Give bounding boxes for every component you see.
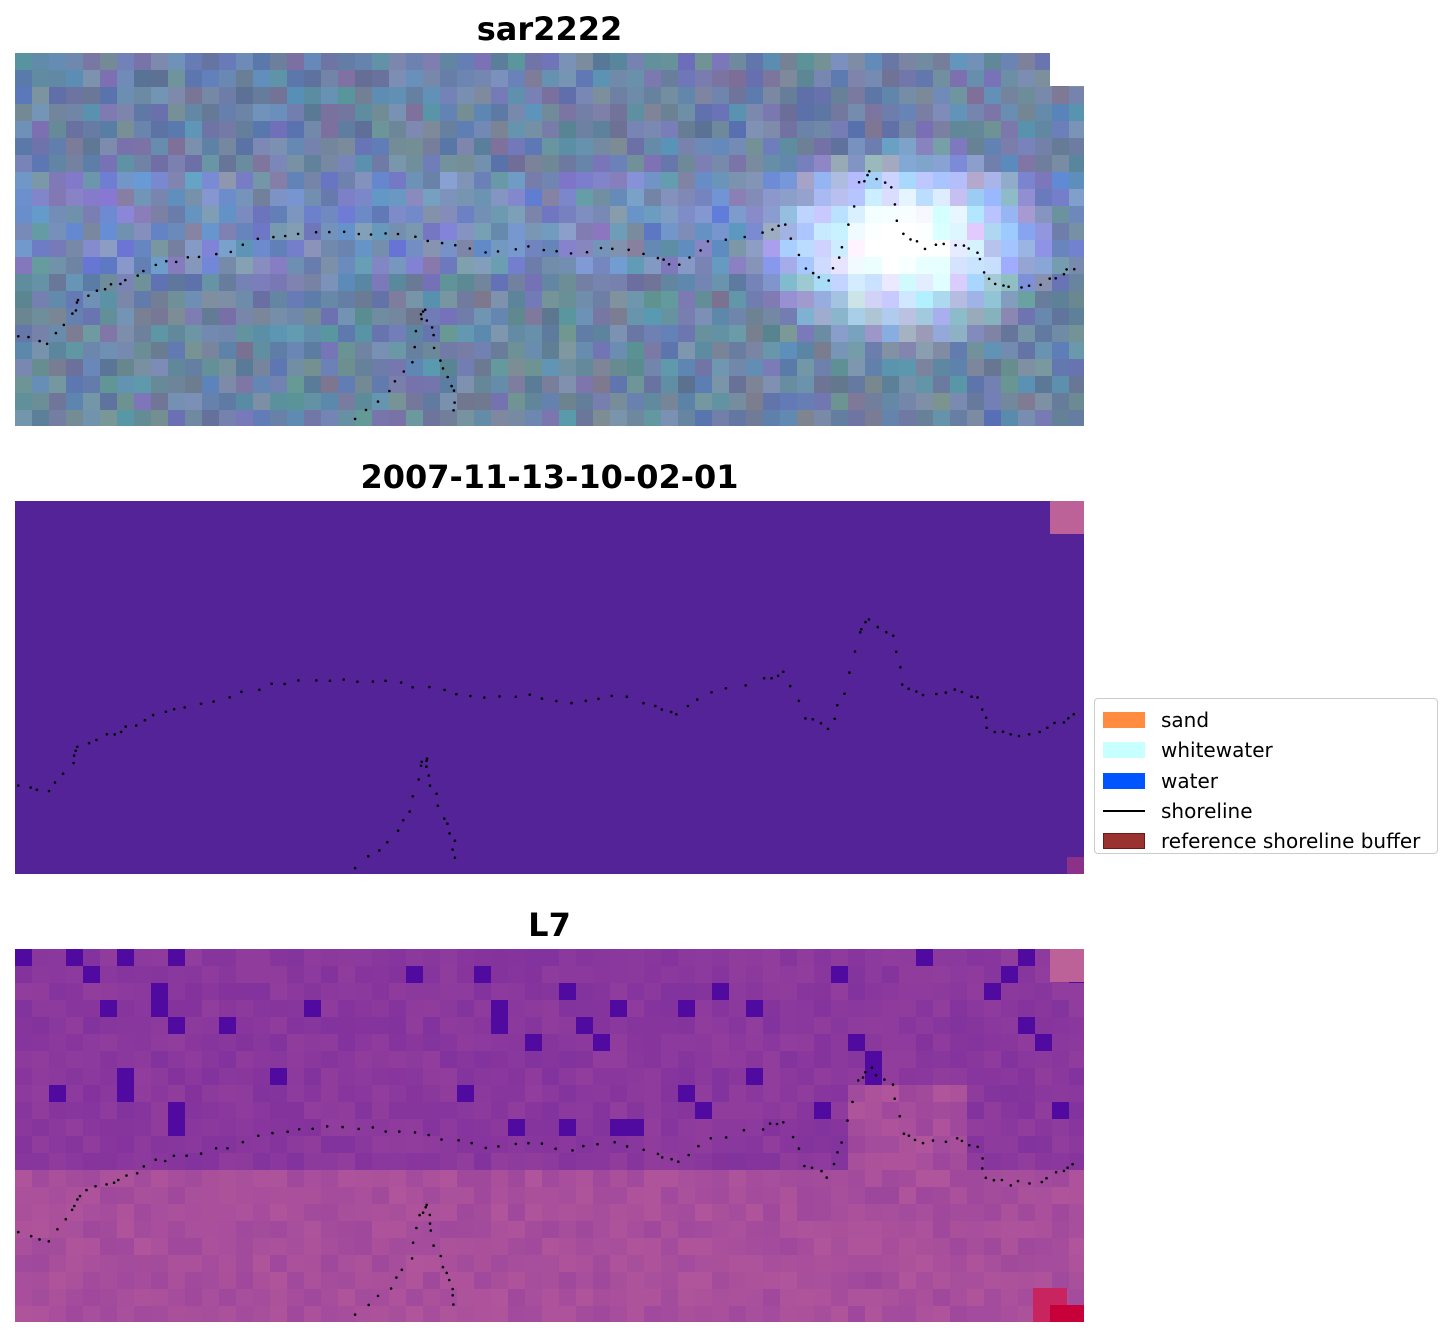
rgb-image-panel [15,53,1084,426]
panel-title-rgb: sar2222 [476,10,623,48]
legend-item-whitewater: whitewater [1103,735,1429,765]
legend-item-sand: sand [1103,705,1429,735]
legend-swatch-reference-buffer [1103,833,1145,850]
legend-item-reference-buffer: reference shoreline buffer [1103,826,1429,856]
classified-image-panel [15,501,1084,874]
legend-label-reference-buffer: reference shoreline buffer [1161,829,1421,854]
legend-swatch-water [1103,772,1145,789]
classified-image [15,501,1084,874]
legend-label-water: water [1161,768,1218,793]
legend-swatch-sand [1103,712,1145,729]
legend-label-whitewater: whitewater [1161,738,1273,763]
legend: sand whitewater water shoreline referenc… [1094,698,1438,854]
legend-label-shoreline: shoreline [1161,799,1253,824]
legend-item-water: water [1103,766,1429,796]
index-image-panel [15,949,1084,1322]
panel-title-index: L7 [528,906,571,944]
rgb-image [15,53,1084,426]
legend-label-sand: sand [1161,708,1210,733]
panel-title-classified: 2007-11-13-10-02-01 [360,458,739,496]
legend-swatch-whitewater [1103,742,1145,759]
index-image [15,949,1084,1322]
legend-item-shoreline: shoreline [1103,796,1429,826]
legend-swatch-shoreline [1103,810,1145,813]
